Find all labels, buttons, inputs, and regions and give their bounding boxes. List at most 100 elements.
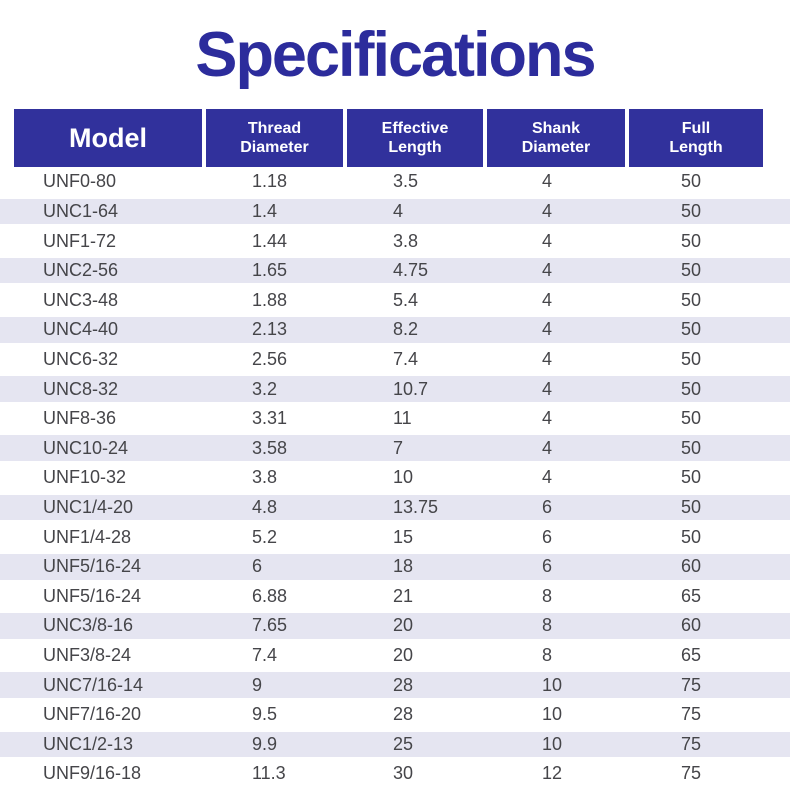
table-row: UNF0-80 1.18 3.5 4 50 [0, 167, 790, 197]
table-row: UNF7/16-20 9.5 28 10 75 [0, 700, 790, 730]
full-length-cell: 50 [681, 497, 702, 517]
table-row: UNC1/2-13 9.9 25 10 75 [0, 730, 790, 760]
table-row: UNC4-40 2.13 8.2 4 50 [0, 315, 790, 345]
effective-length-cell: 8.2 [393, 319, 419, 340]
effective-length-cell: 11 [393, 408, 412, 429]
header-label: Shank [531, 120, 580, 137]
effective-length-cell: 10 [393, 467, 414, 488]
full-length-cell: 50 [681, 348, 702, 369]
effective-length-cell: 21 [393, 585, 414, 606]
thread-diameter-cell: 7.65 [252, 615, 288, 636]
thread-diameter-cell: 6 [252, 556, 263, 577]
model-cell: UNC3/8-16 [43, 615, 134, 636]
table-row: UNF8-36 3.31 11 4 50 [0, 404, 790, 434]
effective-length-cell: 7.4 [393, 348, 419, 369]
shank-diameter-cell: 6 [542, 497, 553, 517]
table-row: UNF5/16-24 6.88 21 8 65 [0, 582, 790, 612]
model-cell: UNC8-32 [43, 378, 119, 399]
shank-diameter-cell: 6 [542, 556, 553, 577]
model-cell: UNF5/16-24 [43, 585, 142, 606]
table-header-row: Model Thread Diameter Effective Length S… [14, 109, 763, 167]
shank-diameter-cell: 8 [542, 585, 553, 606]
full-length-cell: 75 [681, 763, 702, 784]
page-title: Specifications [195, 19, 596, 90]
full-length-cell: 50 [681, 230, 702, 251]
header-label: Diameter [521, 139, 591, 156]
thread-diameter-cell: 1.44 [252, 230, 288, 251]
model-cell: UNF1-72 [43, 230, 117, 251]
table-row: UNC1-64 1.4 4 4 50 [0, 197, 790, 227]
full-length-cell: 50 [681, 171, 702, 192]
effective-length-cell: 28 [393, 704, 414, 725]
shank-diameter-cell: 12 [542, 763, 563, 784]
model-cell: UNC1-64 [43, 200, 119, 221]
table-row: UNF5/16-24 6 18 6 60 [0, 552, 790, 582]
shank-diameter-cell: 8 [542, 615, 553, 636]
full-length-cell: 50 [681, 467, 702, 488]
thread-diameter-cell: 4.8 [252, 497, 278, 517]
thread-diameter-cell: 1.18 [252, 171, 288, 192]
table-row: UNF3/8-24 7.4 20 8 65 [0, 641, 790, 671]
thread-diameter-cell: 9.9 [252, 733, 278, 754]
thread-diameter-cell: 1.88 [252, 289, 288, 310]
effective-length-cell: 13.75 [393, 497, 439, 517]
model-cell: UNF8-36 [43, 408, 117, 429]
table-row: UNF1/4-28 5.2 15 6 50 [0, 522, 790, 552]
model-cell: UNC7/16-14 [43, 674, 144, 695]
model-cell: UNC4-40 [43, 319, 119, 340]
full-length-cell: 50 [681, 408, 702, 429]
model-cell: UNF3/8-24 [43, 645, 132, 666]
thread-diameter-cell: 1.65 [252, 260, 288, 281]
full-length-cell: 65 [681, 585, 702, 606]
model-cell: UNF9/16-18 [43, 763, 142, 784]
model-cell: UNC10-24 [43, 437, 129, 458]
model-cell: UNC1/2-13 [43, 733, 134, 754]
effective-length-cell: 30 [393, 763, 414, 784]
full-length-cell: 50 [681, 378, 702, 399]
full-length-cell: 75 [681, 704, 702, 725]
table-row: UNC3-48 1.88 5.4 4 50 [0, 285, 790, 315]
shank-diameter-cell: 6 [542, 526, 553, 547]
thread-diameter-cell: 5.2 [252, 526, 278, 547]
shank-diameter-cell: 4 [542, 348, 553, 369]
table-body: UNF0-80 1.18 3.5 4 50 UNC1-64 1.4 4 4 50 UNF1-72 1.… [0, 167, 790, 789]
header-label: Model [69, 123, 147, 153]
model-cell: UNC1/4-20 [43, 497, 134, 517]
model-cell: UNF1/4-28 [43, 526, 132, 547]
header-label: Length [669, 139, 723, 156]
model-cell: UNC6-32 [43, 348, 119, 369]
effective-length-cell: 28 [393, 674, 414, 695]
thread-diameter-cell: 6.88 [252, 585, 288, 606]
header-label: Effective [381, 120, 449, 137]
model-cell: UNF0-80 [43, 171, 117, 192]
thread-diameter-cell: 3.8 [252, 467, 278, 488]
header-label: Length [388, 139, 442, 156]
full-length-cell: 65 [681, 645, 702, 666]
full-length-cell: 50 [681, 260, 702, 281]
shank-diameter-cell: 4 [542, 260, 553, 281]
effective-length-cell: 25 [393, 733, 414, 754]
thread-diameter-cell: 9 [252, 674, 263, 695]
shank-diameter-cell: 4 [542, 408, 553, 429]
shank-diameter-cell: 10 [542, 704, 563, 725]
full-length-cell: 60 [681, 556, 702, 577]
shank-diameter-cell: 4 [542, 200, 553, 221]
header-cell-thread-diameter: Thread Diameter [202, 109, 343, 167]
full-length-cell: 50 [681, 526, 702, 547]
effective-length-cell: 7 [393, 437, 404, 458]
thread-diameter-cell: 2.56 [252, 348, 288, 369]
header-label: Thread [247, 120, 302, 137]
model-cell: UNC3-48 [43, 289, 119, 310]
full-length-cell: 75 [681, 674, 702, 695]
full-length-cell: 60 [681, 615, 702, 636]
thread-diameter-cell: 1.4 [252, 200, 278, 221]
thread-diameter-cell: 3.31 [252, 408, 288, 429]
effective-length-cell: 3.8 [393, 230, 419, 251]
effective-length-cell: 18 [393, 556, 414, 577]
shank-diameter-cell: 4 [542, 437, 553, 458]
full-length-cell: 50 [681, 437, 702, 458]
effective-length-cell: 20 [393, 645, 414, 666]
model-cell: UNF5/16-24 [43, 556, 142, 577]
shank-diameter-cell: 4 [542, 289, 553, 310]
